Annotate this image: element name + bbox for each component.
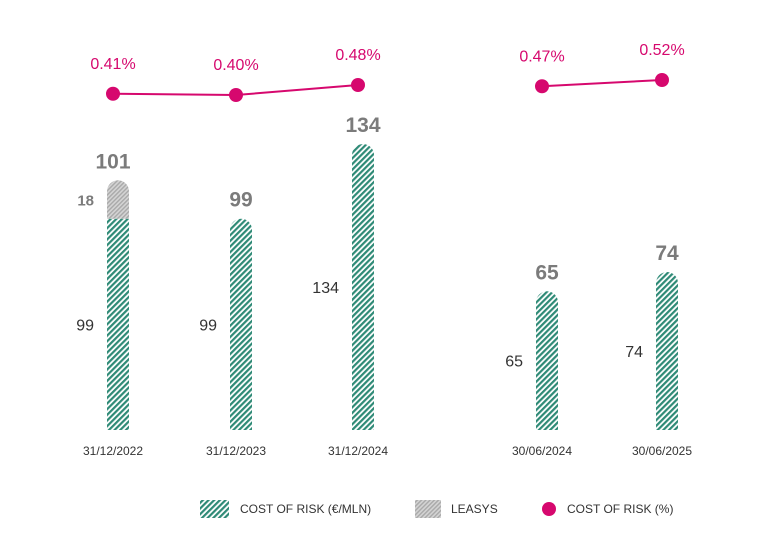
legend-label-leasys: LEASYS — [451, 502, 498, 516]
legend-label-cost-of-risk: COST OF RISK (€/MLN) — [240, 502, 371, 516]
legend: COST OF RISK (€/MLN) LEASYS COST OF RISK (… — [200, 500, 673, 518]
cost-of-risk-pct-line-layer: 0.41% 0.40% 0.48% 0.47% 0.52% — [90, 42, 685, 102]
pct-point-2 — [351, 78, 365, 92]
bar-leasys-0 — [107, 180, 129, 219]
category-label-4: 30/06/2025 — [632, 444, 692, 458]
bar-value-label-1: 99 — [199, 317, 217, 334]
bar-cost-of-risk-0 — [107, 218, 129, 430]
legend-item-cost-of-risk: COST OF RISK (€/MLN) — [200, 500, 371, 518]
bar-value-label-4: 74 — [625, 344, 643, 361]
bar-cost-of-risk-4 — [656, 272, 678, 430]
pct-label-4: 0.52% — [639, 42, 684, 59]
bar-cost-of-risk-3 — [536, 291, 558, 430]
legend-label-cost-of-risk-pct: COST OF RISK (%) — [567, 502, 673, 516]
legend-item-leasys: LEASYS — [415, 500, 498, 518]
pct-point-1 — [229, 88, 243, 102]
legend-swatch-cost-of-risk — [200, 500, 229, 518]
pct-label-2: 0.48% — [335, 47, 380, 64]
bar-cost-of-risk-1 — [230, 218, 252, 430]
bar-value-label-2: 134 — [312, 280, 339, 297]
total-label-1: 99 — [229, 189, 252, 212]
pct-label-1: 0.40% — [213, 57, 258, 74]
bar-value-label-3: 65 — [505, 354, 523, 371]
legend-swatch-leasys — [415, 500, 441, 518]
category-label-0: 31/12/2022 — [83, 444, 143, 458]
total-label-2: 134 — [345, 114, 380, 137]
pct-point-4 — [655, 73, 669, 87]
pct-point-0 — [106, 86, 120, 101]
category-label-1: 31/12/2023 — [206, 444, 266, 458]
labels-layer: 18 101 99 31/12/2022 99 99 31/12/2023 134 134 31/… — [76, 114, 692, 458]
legend-swatch-cost-of-risk-pct — [542, 502, 556, 516]
category-label-2: 31/12/2024 — [328, 444, 388, 458]
total-label-4: 74 — [655, 242, 679, 265]
total-label-3: 65 — [535, 261, 559, 284]
total-label-0: 101 — [95, 150, 130, 173]
pct-line-segment-1 — [541, 79, 663, 88]
bar-cost-of-risk-2 — [352, 144, 374, 430]
category-label-3: 30/06/2024 — [512, 444, 572, 458]
bar-value-label-0: 99 — [76, 317, 94, 334]
legend-item-cost-of-risk-pct: COST OF RISK (%) — [542, 502, 673, 516]
leasys-value-label-0: 18 — [77, 192, 94, 209]
pct-label-3: 0.47% — [519, 48, 564, 65]
bars-layer — [107, 144, 678, 430]
pct-label-0: 0.41% — [90, 56, 135, 73]
pct-point-3 — [535, 79, 549, 94]
